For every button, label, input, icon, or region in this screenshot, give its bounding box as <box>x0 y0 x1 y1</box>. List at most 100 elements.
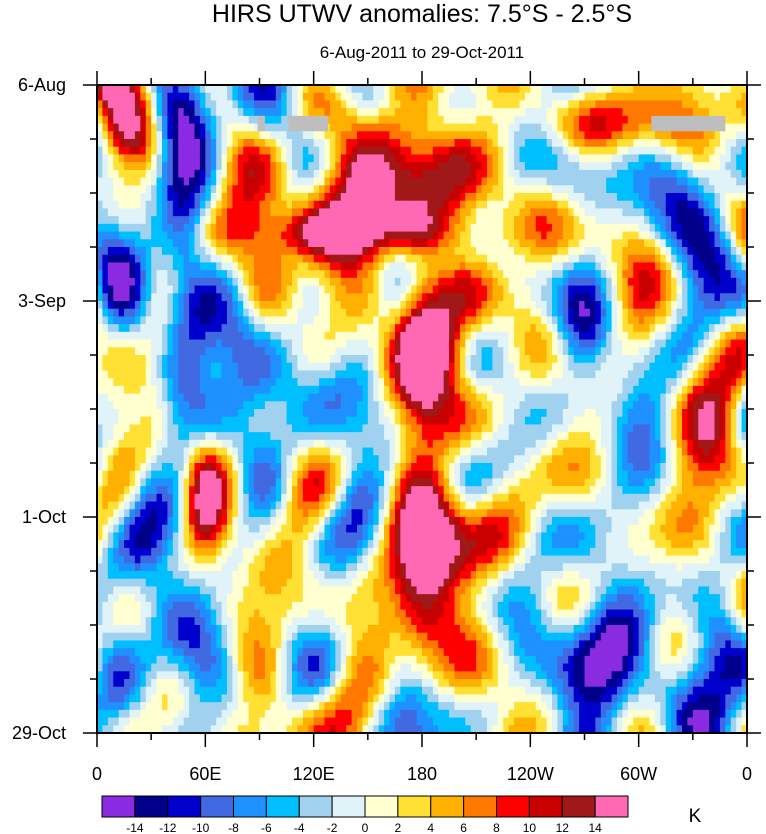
heatmap-cell <box>514 123 520 132</box>
heatmap-cell <box>221 285 228 294</box>
heatmap-cell <box>476 308 482 317</box>
heatmap-cell <box>178 293 185 302</box>
heatmap-cell <box>703 393 710 402</box>
heatmap-cell <box>237 154 244 163</box>
heatmap-cell <box>579 85 585 94</box>
heatmap-cell <box>357 200 363 209</box>
heatmap-cell <box>633 146 640 155</box>
heatmap-cell <box>649 247 656 256</box>
heatmap-cell <box>107 193 114 202</box>
heatmap-cell <box>286 362 293 371</box>
heatmap-cell <box>319 154 325 163</box>
heatmap-cell <box>730 301 737 310</box>
heatmap-cell <box>151 154 157 163</box>
heatmap-cell <box>346 339 352 348</box>
heatmap-cell <box>454 239 461 248</box>
heatmap-cell <box>530 231 537 240</box>
heatmap-cell <box>633 193 640 202</box>
heatmap-cell <box>302 324 309 333</box>
heatmap-cell <box>302 239 309 248</box>
heatmap-cell <box>719 92 726 101</box>
heatmap-cell <box>703 339 710 348</box>
heatmap-cell <box>259 254 266 263</box>
heatmap-cell <box>449 339 455 348</box>
heatmap-cell <box>579 339 585 348</box>
heatmap-cell <box>178 285 185 294</box>
heatmap-cell <box>113 108 120 117</box>
heatmap-cell <box>411 301 417 310</box>
heatmap-cell <box>378 146 385 155</box>
heatmap-cell <box>470 239 477 248</box>
heatmap-cell <box>508 239 515 248</box>
heatmap-cell <box>682 146 688 155</box>
heatmap-cell <box>297 355 304 364</box>
heatmap-cell <box>156 139 163 148</box>
heatmap-cell <box>416 131 423 140</box>
heatmap-cell <box>519 139 526 148</box>
heatmap-cell <box>438 231 445 240</box>
heatmap-cell <box>573 370 580 379</box>
heatmap-cell <box>454 355 461 364</box>
heatmap-cell <box>194 100 201 109</box>
heatmap-cell <box>676 208 683 217</box>
heatmap-cell <box>172 231 179 240</box>
heatmap-cell <box>367 146 374 155</box>
heatmap-cell <box>248 185 255 194</box>
heatmap-cell <box>297 146 304 155</box>
heatmap-cell <box>199 231 206 240</box>
heatmap-cell <box>730 355 737 364</box>
heatmap-cell <box>541 193 547 202</box>
heatmap-cell <box>243 239 250 248</box>
heatmap-cell <box>151 108 157 117</box>
heatmap-cell <box>465 362 472 371</box>
heatmap-cell <box>627 131 634 140</box>
heatmap-cell <box>145 231 152 240</box>
heatmap-cell <box>589 339 596 348</box>
heatmap-cell <box>378 347 385 356</box>
heatmap-cell <box>189 169 195 178</box>
heatmap-cell <box>145 277 152 286</box>
heatmap-cell <box>671 262 677 271</box>
heatmap-cell <box>335 123 342 132</box>
heatmap-cell <box>346 162 352 171</box>
heatmap-cell <box>270 108 277 117</box>
heatmap-cell <box>416 308 423 317</box>
heatmap-cell <box>438 108 445 117</box>
heatmap-cell <box>622 293 629 302</box>
heatmap-cell <box>270 123 277 132</box>
heatmap-cell <box>562 339 569 348</box>
heatmap-cell <box>622 100 629 109</box>
heatmap-cell <box>216 339 222 348</box>
heatmap-cell <box>470 370 477 379</box>
heatmap-cell <box>340 362 347 371</box>
heatmap-cell <box>97 370 103 379</box>
heatmap-cell <box>275 308 282 317</box>
heatmap-cell <box>221 270 228 279</box>
heatmap-cell <box>465 208 472 217</box>
heatmap-cell <box>378 331 385 340</box>
heatmap-cell <box>118 347 125 356</box>
heatmap-cell <box>725 247 732 256</box>
heatmap-cell <box>199 85 206 94</box>
heatmap-cell <box>709 277 715 286</box>
heatmap-cell <box>183 277 190 286</box>
heatmap-cell <box>216 154 222 163</box>
heatmap-cell <box>492 239 499 248</box>
heatmap-cell <box>687 301 694 310</box>
heatmap-cell <box>568 92 575 101</box>
heatmap-cell <box>183 185 190 194</box>
heatmap-cell <box>541 362 547 371</box>
heatmap-cell <box>373 200 380 209</box>
heatmap-cell <box>248 324 255 333</box>
heatmap-cell <box>476 193 482 202</box>
heatmap-cell <box>362 92 369 101</box>
heatmap-cell <box>145 169 152 178</box>
heatmap-cell <box>541 285 547 294</box>
heatmap-cell <box>384 146 390 155</box>
heatmap-cell <box>275 262 282 271</box>
heatmap-cell <box>405 100 412 109</box>
heatmap-cell <box>508 200 515 209</box>
heatmap-cell <box>741 162 748 171</box>
heatmap-cell <box>227 200 233 209</box>
heatmap-cell <box>351 85 358 94</box>
